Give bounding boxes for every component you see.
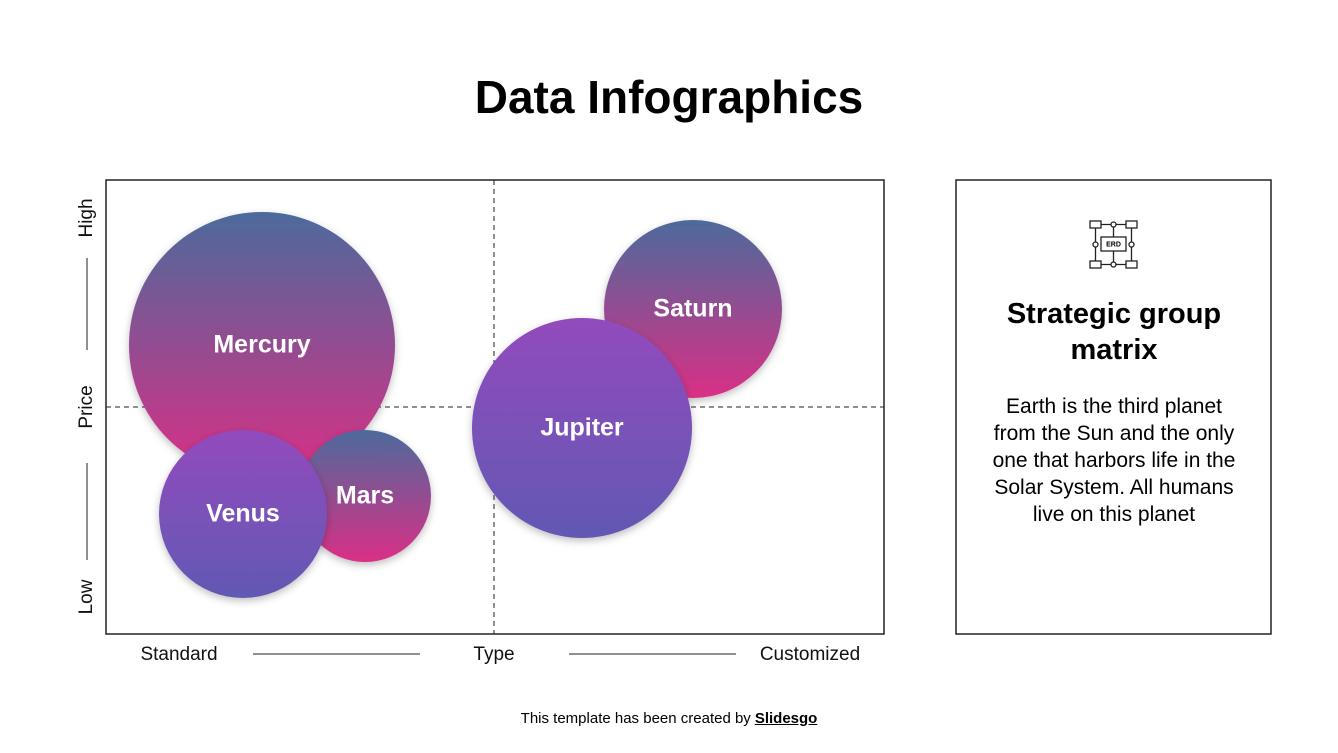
- bubble: [159, 430, 327, 598]
- bubble-label: Venus: [206, 500, 280, 528]
- y-axis-high: High: [76, 198, 97, 237]
- icon-label: ERD: [1106, 241, 1121, 248]
- bubble: [299, 430, 431, 562]
- y-axis-label: Price: [76, 385, 97, 428]
- title: Data Infographics: [475, 71, 864, 123]
- x-axis-left: Standard: [140, 644, 217, 665]
- panel-heading: Strategic group matrix: [1006, 298, 1222, 366]
- bubble-label: Jupiter: [540, 414, 624, 442]
- footer-text: This template has been created by: [520, 710, 751, 727]
- x-axis-label: Type: [473, 644, 514, 665]
- info-panel: [955, 179, 1272, 635]
- bubble: [129, 212, 395, 478]
- panel-body: Earth is the third planet from the Sun a…: [992, 395, 1236, 526]
- y-axis-low: Low: [76, 579, 97, 614]
- x-axis-right: Customized: [760, 644, 860, 665]
- bubble: [472, 318, 692, 538]
- footer: This template has been created by Slidesg…: [0, 710, 1338, 727]
- bubble-label: Saturn: [653, 295, 732, 323]
- erd-icon: [1089, 220, 1138, 269]
- footer-link[interactable]: Slidesgo: [754, 710, 818, 727]
- bubble-label: Mars: [336, 482, 394, 510]
- bubble-label: Mercury: [213, 331, 310, 359]
